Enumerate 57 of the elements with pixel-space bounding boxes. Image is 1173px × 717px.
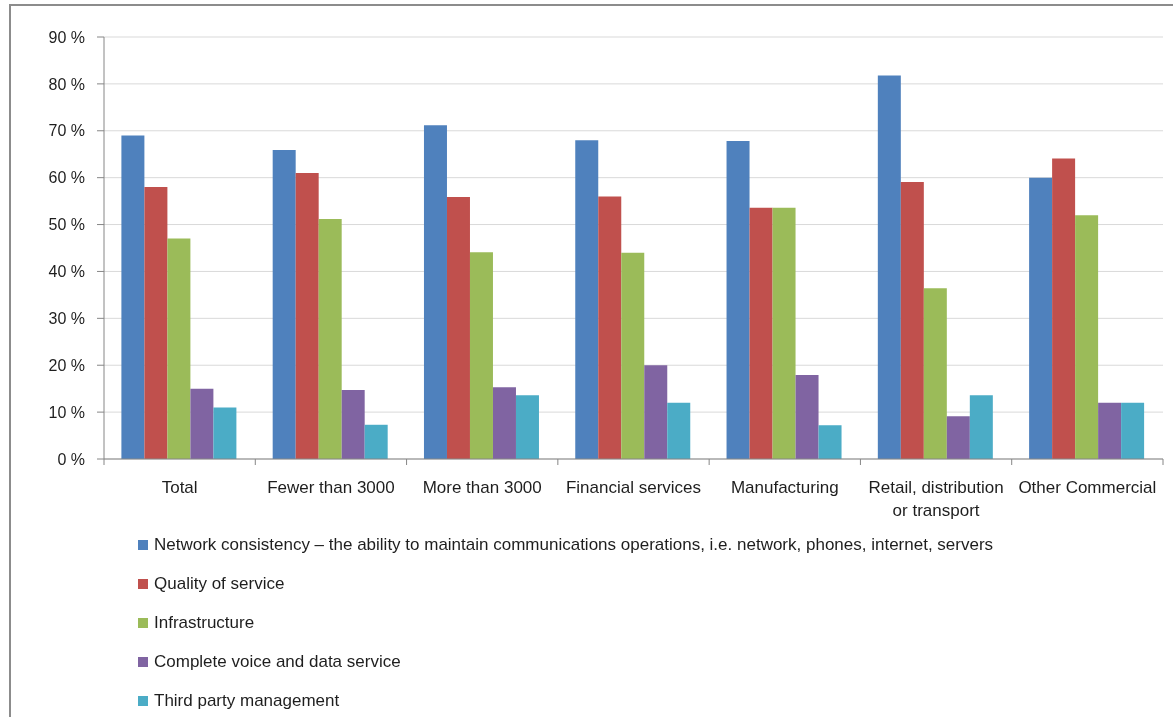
bar (423, 125, 447, 459)
bar (144, 187, 168, 459)
bar (1121, 402, 1145, 459)
legend-label: Infrastructure (154, 612, 255, 633)
bar (923, 288, 947, 459)
x-tick-label: Total (161, 478, 198, 497)
bar (469, 252, 493, 459)
bar (598, 196, 622, 459)
x-tick-label: Financial services (565, 478, 702, 497)
bar (1075, 215, 1099, 459)
bar (213, 407, 237, 459)
bar (272, 150, 296, 459)
y-tick-label: 10 % (48, 403, 85, 421)
bar (341, 390, 365, 459)
bar (492, 387, 516, 459)
legend-label: Complete voice and data service (154, 651, 401, 672)
bar (515, 395, 539, 459)
bar (190, 388, 214, 459)
bar (795, 375, 819, 459)
bar (900, 181, 924, 459)
x-tick-label: Other Commercial (1018, 478, 1157, 497)
bar (364, 424, 388, 459)
bar (621, 252, 645, 459)
y-tick-label: 90 % (48, 28, 85, 46)
bar (818, 425, 842, 459)
bar (667, 402, 691, 459)
bar (946, 416, 970, 459)
x-tick-label: Manufacturing (730, 478, 839, 497)
y-tick-label: 40 % (48, 263, 85, 281)
x-tick-label: Fewer than 3000 (267, 478, 395, 497)
bar (726, 141, 750, 459)
x-tick-label: More than 3000 (422, 478, 542, 497)
y-tick-label: 80 % (48, 75, 85, 93)
bar (644, 365, 668, 459)
bar (295, 172, 319, 459)
bar (1098, 402, 1122, 459)
y-tick-label: 20 % (48, 356, 85, 374)
y-tick-label: 0 % (57, 450, 85, 468)
bar (446, 196, 470, 459)
bar (121, 135, 145, 459)
y-tick-label: 30 % (48, 310, 85, 328)
bar (318, 218, 342, 459)
bar (167, 238, 191, 459)
y-tick-label: 70 % (48, 122, 85, 140)
bar (749, 207, 773, 459)
bar (772, 207, 796, 459)
bar (969, 395, 993, 459)
x-tick-label: Retail, distribution or transport (868, 478, 1004, 520)
bar (1052, 158, 1076, 459)
y-tick-label: 50 % (48, 216, 85, 234)
legend-label: Quality of service (154, 573, 285, 594)
y-tick-label: 60 % (48, 169, 85, 187)
legend-label: Third party management (154, 690, 340, 711)
bar (877, 75, 901, 459)
bar (575, 140, 599, 459)
legend-label: Network consistency – the ability to maintain communications operations, i.e. network, phones, internet, servers (154, 534, 994, 555)
bar (1029, 177, 1053, 459)
